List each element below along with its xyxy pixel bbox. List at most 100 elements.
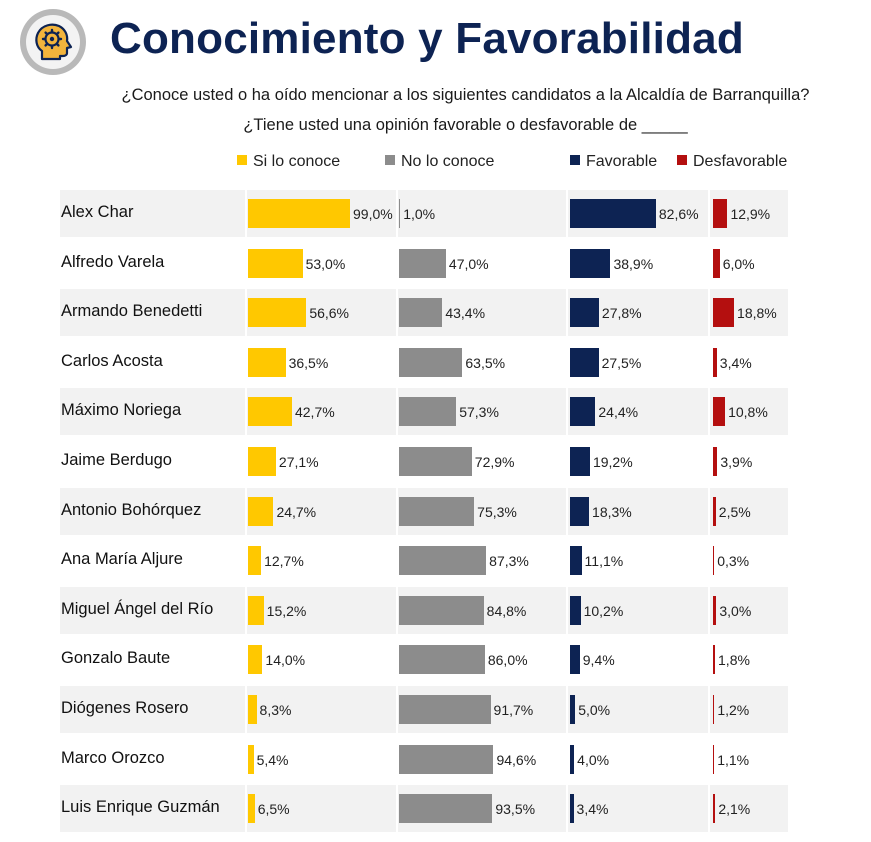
value-label-desfav: 3,4% [719, 354, 752, 371]
column-separator [245, 636, 247, 684]
bar-fav [570, 595, 581, 625]
bar-fav [570, 546, 582, 576]
logo-inner [26, 15, 80, 69]
subtitle-question-1: ¿Conoce usted o ha oído mencionar a los … [121, 86, 810, 104]
legend-item-fav: Favorable [570, 153, 657, 171]
value-label-si: 36,5% [288, 354, 329, 371]
column-separator [566, 785, 568, 833]
value-label-fav: 27,5% [601, 354, 642, 371]
value-label-no: 43,4% [445, 305, 486, 322]
column-separator [708, 487, 710, 535]
column-separator [566, 686, 568, 733]
value-label-no: 75,3% [477, 503, 517, 520]
bar-si [248, 447, 276, 476]
value-label-no: 93,5% [495, 801, 536, 818]
bar-desfav [713, 794, 716, 824]
value-label-si: 8,3% [259, 702, 292, 718]
value-label-fav: 18,3% [592, 503, 632, 520]
bar-fav [570, 695, 576, 724]
candidate-name: Alfredo Varela [61, 252, 165, 271]
value-label-fav: 11,1% [584, 553, 624, 570]
bar-si [248, 298, 307, 328]
legend-swatch-si [237, 154, 247, 165]
bar-desfav [713, 695, 715, 724]
legend-swatch-desfav [677, 154, 687, 165]
column-separator [708, 190, 710, 237]
column-separator [396, 190, 398, 237]
value-label-fav: 27,8% [601, 305, 642, 322]
candidate-name: Máximo Noriega [61, 401, 182, 420]
column-separator [396, 289, 398, 337]
column-separator [396, 537, 398, 585]
head-gear-icon [35, 23, 73, 61]
column-separator [566, 239, 568, 287]
bar-desfav [713, 595, 717, 625]
bar-no [399, 695, 491, 724]
column-separator [396, 636, 398, 684]
value-label-fav: 3,4% [576, 801, 609, 818]
bar-si [248, 496, 274, 526]
bar-desfav [713, 546, 715, 576]
bar-si [248, 695, 257, 724]
bar-no [399, 595, 484, 625]
bar-desfav [713, 298, 735, 328]
value-label-si: 53,0% [305, 255, 346, 272]
value-label-si: 42,7% [294, 404, 335, 421]
value-label-desfav: 6,0% [722, 255, 755, 272]
column-separator [566, 537, 568, 585]
logo [20, 9, 86, 75]
value-label-si: 56,6% [309, 305, 350, 322]
legend-label-si: Si lo conoce [253, 153, 341, 170]
value-label-si: 12,7% [264, 553, 304, 570]
candidate-name: Diógenes Rosero [61, 699, 189, 717]
value-label-fav: 5,0% [578, 702, 611, 718]
legend-item-si: Si lo conoce [237, 153, 340, 171]
column-separator [396, 338, 398, 386]
bar-si [248, 199, 350, 228]
column-separator [708, 438, 710, 485]
value-label-fav: 82,6% [658, 206, 699, 222]
column-separator [566, 438, 568, 485]
column-separator [245, 388, 247, 436]
value-label-desfav: 1,1% [717, 751, 750, 768]
bar-si [248, 645, 263, 675]
bar-si [248, 595, 264, 625]
bar-si [248, 397, 292, 427]
value-label-desfav: 0,3% [717, 553, 750, 570]
column-separator [245, 785, 247, 833]
value-label-no: 94,6% [496, 751, 537, 768]
header: Conocimiento y Favorabilidad ¿Conoce ust… [0, 0, 871, 170]
column-separator [245, 586, 247, 634]
bar-fav [570, 744, 575, 774]
value-label-fav: 10,2% [583, 602, 624, 619]
bar-no [399, 546, 487, 576]
bar-desfav [713, 199, 728, 228]
bar-no [399, 794, 493, 824]
column-separator [245, 735, 247, 783]
bar-no [399, 347, 463, 377]
bar-fav [570, 397, 596, 427]
candidate-name: Gonzalo Baute [61, 649, 171, 668]
value-label-desfav: 2,5% [718, 503, 751, 520]
column-separator [245, 438, 247, 485]
bar-si [248, 546, 262, 576]
column-separator [708, 735, 710, 783]
legend-swatch-fav [570, 154, 580, 165]
column-separator [566, 338, 568, 386]
column-separator [396, 586, 398, 634]
value-label-desfav: 3,9% [720, 454, 753, 470]
value-label-desfav: 18,8% [737, 305, 777, 322]
column-separator [566, 735, 568, 783]
value-label-no: 84,8% [486, 602, 527, 619]
legend-label-fav: Favorable [586, 153, 658, 170]
bar-no [399, 744, 494, 774]
column-separator [566, 289, 568, 337]
bar-fav [570, 496, 590, 526]
candidate-name: Luis Enrique Guzmán [61, 798, 220, 817]
value-label-desfav: 2,1% [718, 801, 751, 818]
column-separator [708, 636, 710, 684]
column-separator [708, 388, 710, 436]
bar-no [399, 199, 401, 228]
column-separator [396, 686, 398, 733]
